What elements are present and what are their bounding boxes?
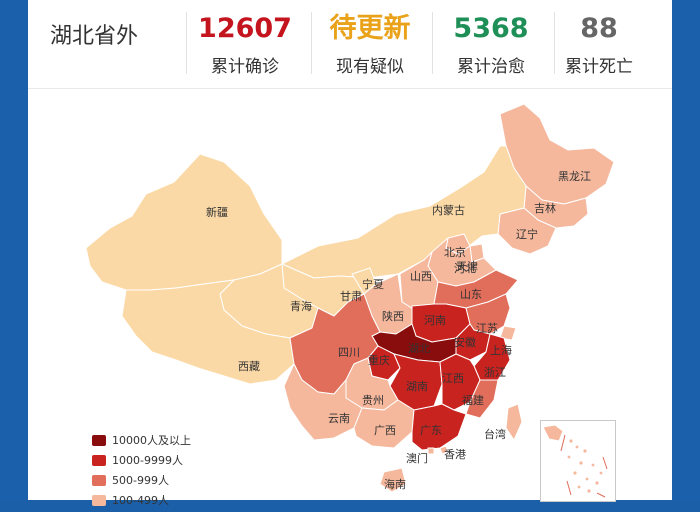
province-label: 安徽 (454, 335, 476, 349)
province-label: 黑龙江 (558, 170, 591, 183)
islands-inset-map (542, 424, 608, 498)
province-label: 澳门 (406, 451, 428, 465)
province-label: 天津 (456, 260, 478, 273)
legend-item: 1000-9999人 (92, 452, 191, 468)
legend-item: 500-999人 (92, 472, 191, 488)
province-label: 浙江 (484, 366, 506, 379)
stat-suspected-value: 待更新 (329, 13, 411, 44)
frame-right (672, 0, 700, 500)
province-label: 湖南 (406, 380, 428, 393)
province-label: 河北 (454, 262, 476, 275)
province-31 (439, 445, 449, 455)
province-3 (281, 145, 527, 279)
province-label: 河南 (424, 314, 446, 327)
province-label: 内蒙古 (432, 203, 465, 217)
legend-label: 10000人及以上 (112, 434, 191, 447)
province-label: 辽宁 (516, 227, 538, 241)
legend-item: 10000人及以上 (92, 432, 191, 448)
province-2 (497, 207, 557, 255)
legend-swatch (92, 434, 106, 446)
legend-label: 100-499人 (112, 494, 169, 507)
stat-divider (554, 12, 555, 74)
province-label: 吉林 (534, 201, 556, 215)
province-label: 台湾 (484, 427, 506, 441)
province-9 (85, 153, 283, 291)
province-29 (411, 403, 467, 451)
province-label: 福建 (462, 393, 484, 407)
province-30 (505, 403, 523, 441)
frame-left (0, 0, 28, 500)
stat-deaths-value: 88 (580, 13, 618, 44)
stat-recovered-value: 5368 (453, 13, 529, 44)
stat-deaths: 88 累计死亡 (540, 10, 658, 77)
legend-swatch (92, 474, 106, 486)
province-33 (379, 467, 407, 493)
province-label: 广东 (420, 424, 442, 437)
stat-divider (432, 12, 433, 74)
province-label: 北京 (444, 245, 466, 259)
province-label: 重庆 (368, 353, 390, 367)
stat-recovered-label: 累计治愈 (457, 57, 525, 77)
stat-divider (311, 12, 312, 74)
stat-deaths-label: 累计死亡 (565, 57, 633, 77)
province-label: 上海 (490, 343, 512, 357)
stat-confirmed-label: 累计确诊 (211, 57, 279, 77)
province-18 (499, 325, 517, 341)
province-label: 湖北 (408, 342, 430, 355)
legend-item: 100-499人 (92, 492, 191, 508)
province-label: 甘肃 (340, 290, 362, 303)
stats-header: 湖北省外 12607 累计确诊 待更新 现有疑似 5368 累计治愈 88 累计… (28, 0, 672, 89)
stat-suspected-label: 现有疑似 (336, 57, 404, 77)
province-label: 贵州 (362, 394, 384, 407)
province-label: 香港 (444, 448, 466, 461)
stat-confirmed-value: 12607 (198, 13, 292, 44)
province-label: 青海 (290, 299, 312, 313)
region-label: 湖北省外 (50, 24, 139, 49)
province-label: 江苏 (476, 322, 498, 335)
stat-recovered: 5368 累计治愈 (432, 10, 550, 77)
province-label: 新疆 (206, 205, 228, 219)
legend: 10000人及以上 1000-9999人 500-999人 100-499人 (92, 432, 191, 512)
province-label: 云南 (328, 412, 350, 425)
province-label: 广西 (374, 424, 396, 437)
map-card: 湖北省外 12607 累计确诊 待更新 现有疑似 5368 累计治愈 88 累计… (28, 0, 672, 507)
province-label: 海南 (384, 477, 406, 491)
legend-swatch (92, 494, 106, 506)
province-32 (427, 447, 435, 455)
stat-suspected: 待更新 现有疑似 (311, 10, 429, 77)
legend-label: 1000-9999人 (112, 454, 183, 467)
province-label: 西藏 (238, 360, 260, 373)
province-label: 山东 (460, 288, 482, 301)
south-china-sea-inset (540, 420, 616, 502)
province-label: 陕西 (382, 309, 404, 323)
province-28 (353, 399, 415, 449)
legend-label: 500-999人 (112, 474, 169, 487)
province-label: 山西 (410, 270, 432, 283)
province-label: 宁夏 (362, 277, 384, 291)
province-label: 四川 (338, 346, 360, 359)
province-label: 江西 (442, 372, 464, 385)
legend-swatch (92, 454, 106, 466)
stat-confirmed: 12607 累计确诊 (186, 10, 304, 77)
stat-divider (186, 12, 187, 74)
